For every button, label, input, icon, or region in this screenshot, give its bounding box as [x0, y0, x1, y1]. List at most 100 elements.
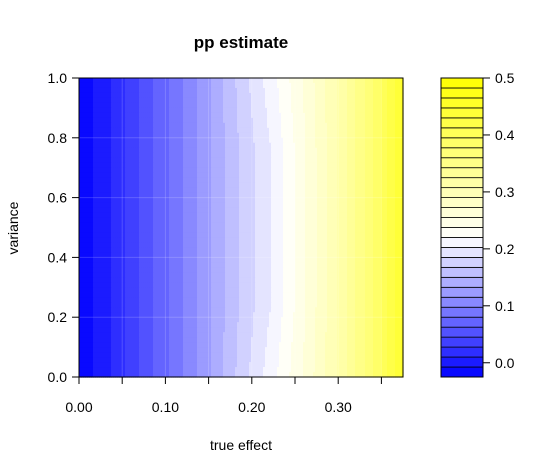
contour-cell	[267, 132, 270, 139]
contour-cell	[251, 187, 254, 194]
contour-cell	[115, 177, 118, 184]
contour-cell	[369, 162, 372, 169]
contour-cell	[107, 127, 110, 134]
contour-cell	[345, 142, 348, 149]
contour-cell	[141, 102, 144, 109]
contour-cell	[331, 132, 334, 139]
contour-cell	[139, 117, 142, 124]
contour-cell	[357, 147, 360, 154]
contour-cell	[143, 217, 146, 224]
contour-cell	[233, 217, 236, 224]
contour-cell	[145, 102, 148, 109]
contour-cell	[255, 212, 258, 219]
contour-cell	[257, 117, 260, 124]
contour-cell	[259, 92, 262, 99]
contour-cell	[105, 222, 108, 229]
contour-cell	[311, 137, 314, 144]
contour-cell	[349, 182, 352, 189]
contour-cell	[247, 117, 250, 124]
contour-cell	[87, 167, 90, 174]
contour-cell	[179, 92, 182, 99]
contour-cell	[303, 197, 306, 204]
contour-cell	[363, 167, 366, 174]
contour-cell	[255, 112, 258, 119]
contour-cell	[397, 167, 400, 174]
contour-cell	[373, 157, 376, 164]
contour-cell	[313, 112, 316, 119]
contour-cell	[95, 207, 98, 214]
contour-cell	[159, 97, 162, 104]
contour-cell	[343, 212, 346, 219]
contour-cell	[297, 157, 300, 164]
contour-cell	[107, 217, 110, 224]
contour-cell	[141, 182, 144, 189]
contour-cell	[203, 142, 206, 149]
contour-cell	[393, 122, 396, 129]
contour-cell	[221, 207, 224, 214]
contour-cell	[313, 187, 316, 194]
contour-cell	[209, 147, 212, 154]
contour-cell	[93, 127, 96, 134]
contour-cell	[173, 132, 176, 139]
contour-cell	[299, 92, 302, 99]
contour-cell	[119, 142, 122, 149]
contour-cell	[313, 142, 316, 149]
contour-cell	[327, 212, 330, 219]
contour-cell	[355, 182, 358, 189]
contour-cell	[123, 187, 126, 194]
contour-cell	[227, 167, 230, 174]
contour-cell	[333, 102, 336, 109]
contour-cell	[235, 102, 238, 109]
contour-cell	[81, 217, 84, 224]
contour-cell	[335, 122, 338, 129]
contour-cell	[355, 122, 358, 129]
contour-cell	[369, 92, 372, 99]
contour-cell	[301, 142, 304, 149]
contour-cell	[135, 167, 138, 174]
contour-cell	[279, 97, 282, 104]
contour-cell	[245, 192, 248, 199]
contour-cell	[401, 197, 404, 204]
contour-cell	[343, 172, 346, 179]
contour-cell	[115, 78, 118, 84]
contour-cell	[365, 182, 368, 189]
contour-cell	[171, 82, 174, 89]
contour-cell	[285, 107, 288, 114]
contour-cell	[135, 92, 138, 99]
contour-cell	[287, 212, 290, 219]
contour-cell	[183, 97, 186, 104]
contour-cell	[401, 172, 404, 179]
contour-cell	[297, 162, 300, 169]
contour-cell	[399, 152, 402, 159]
contour-cell	[183, 227, 186, 234]
contour-cell	[287, 147, 290, 154]
contour-cell	[301, 157, 304, 164]
contour-cell	[191, 202, 194, 209]
contour-cell	[399, 197, 402, 204]
contour-cell	[229, 182, 232, 189]
contour-cell	[121, 197, 124, 204]
contour-cell	[171, 132, 174, 139]
contour-cell	[175, 192, 178, 199]
contour-cell	[247, 212, 250, 219]
contour-cell	[245, 227, 248, 234]
contour-cell	[87, 102, 90, 109]
contour-cell	[351, 78, 354, 84]
contour-cell	[343, 87, 346, 94]
contour-cell	[161, 102, 164, 109]
contour-cell	[259, 97, 262, 104]
contour-cell	[295, 162, 298, 169]
contour-cell	[131, 187, 134, 194]
contour-cell	[237, 142, 240, 149]
contour-cell	[85, 207, 88, 214]
contour-cell	[373, 172, 376, 179]
contour-cell	[309, 127, 312, 134]
contour-cell	[219, 162, 222, 169]
contour-cell	[249, 107, 252, 114]
contour-cell	[227, 207, 230, 214]
contour-cell	[305, 192, 308, 199]
contour-cell	[103, 97, 106, 104]
contour-cell	[149, 202, 152, 209]
contour-cell	[283, 78, 286, 84]
contour-cell	[173, 142, 176, 149]
